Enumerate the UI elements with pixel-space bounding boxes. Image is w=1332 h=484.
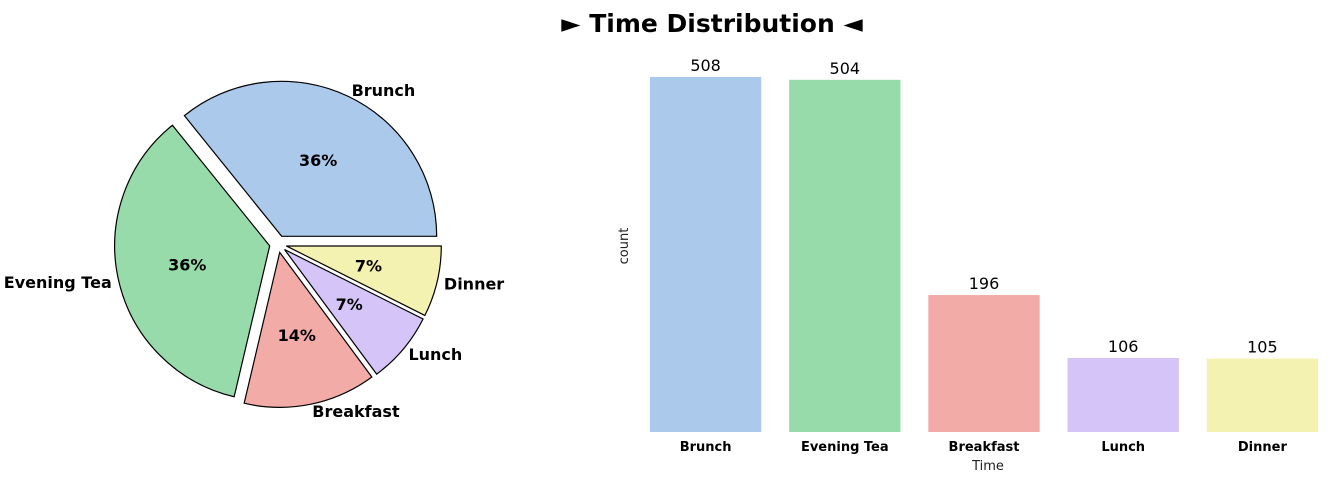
pie-percent-breakfast: 14% <box>278 326 316 345</box>
pie-label-brunch: Brunch <box>352 81 416 100</box>
pie-percent-brunch: 36% <box>299 151 337 170</box>
x-tick-label-dinner: Dinner <box>1238 440 1288 455</box>
pie-percent-lunch: 7% <box>336 295 363 314</box>
bar-value-label-brunch: 508 <box>690 56 721 75</box>
bar-chart: 508 Brunch 504 Evening Tea 196 Breakfast 106 Lu… <box>617 56 1319 474</box>
bar-dinner <box>1206 358 1319 432</box>
pie-slice-lunch <box>284 248 424 375</box>
bar-value-label-lunch: 106 <box>1108 337 1139 356</box>
pie-percent-dinner: 7% <box>355 256 382 275</box>
pie-chart: Brunch 36% Evening Tea 36% Breakfast 14% Lunch… <box>4 80 504 421</box>
bar-evening-tea <box>789 79 901 432</box>
pie-label-dinner: Dinner <box>444 274 504 293</box>
bar-lunch <box>1067 357 1179 432</box>
pie-slice-evening-tea <box>114 124 271 398</box>
figure-title: ► Time Distribution ◄ <box>561 9 863 38</box>
bar-breakfast <box>928 295 1040 432</box>
x-tick-label-lunch: Lunch <box>1101 440 1145 455</box>
pie-label-lunch: Lunch <box>408 345 462 364</box>
x-tick-label-breakfast: Breakfast <box>949 440 1020 455</box>
bar-value-label-dinner: 105 <box>1247 338 1278 357</box>
x-tick-label-evening-tea: Evening Tea <box>801 440 889 455</box>
bar-value-label-evening-tea: 504 <box>830 59 861 78</box>
pie-slice-dinner <box>286 245 442 317</box>
bar-brunch <box>649 77 762 432</box>
x-axis-label: Time <box>971 459 1004 474</box>
x-tick-label-brunch: Brunch <box>680 440 732 455</box>
pie-label-evening-tea: Evening Tea <box>4 273 112 292</box>
pie-label-breakfast: Breakfast <box>312 402 400 421</box>
bar-value-label-breakfast: 196 <box>969 274 1000 293</box>
pie-slice-brunch <box>183 80 438 237</box>
pie-percent-evening-tea: 36% <box>168 256 206 275</box>
y-axis-label: count <box>617 228 632 265</box>
pie-slice-breakfast <box>243 250 373 408</box>
